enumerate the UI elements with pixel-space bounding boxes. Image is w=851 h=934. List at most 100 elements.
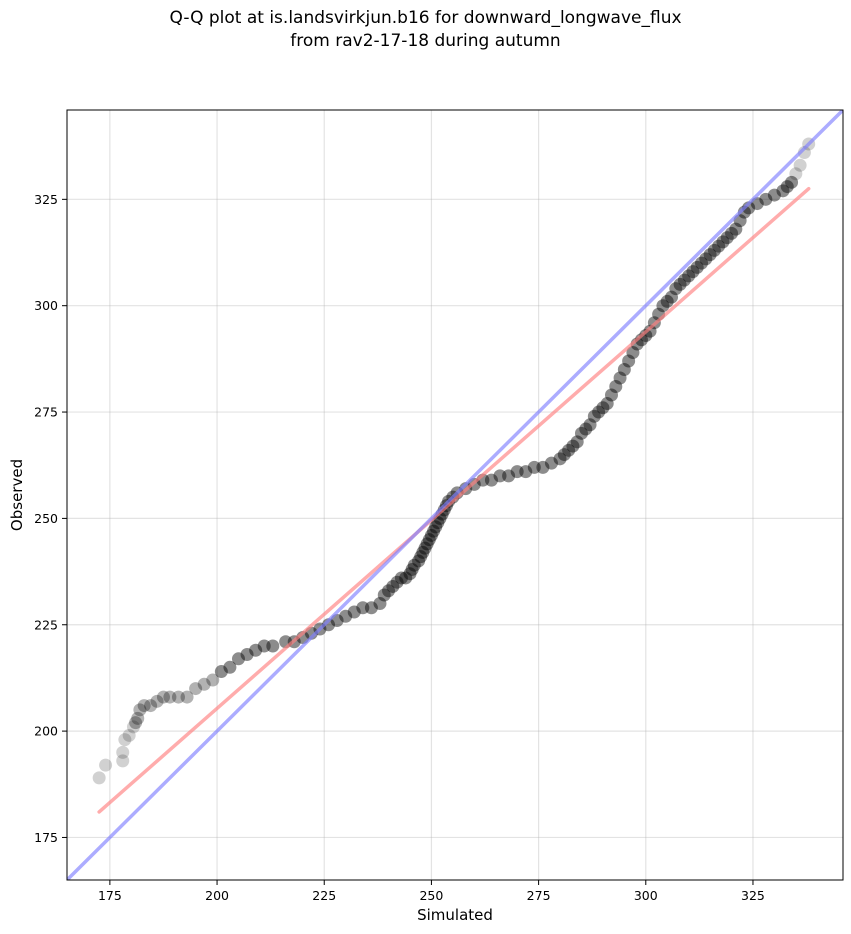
qq-point xyxy=(266,639,280,653)
qq-point xyxy=(137,699,151,713)
qq-point xyxy=(493,469,507,483)
qq-point xyxy=(600,397,614,411)
qq-point xyxy=(257,639,271,653)
x-tick-label: 275 xyxy=(527,888,551,903)
qq-point xyxy=(793,158,807,172)
chart-title-line-2: from rav2-17-18 during autumn xyxy=(290,31,561,51)
qq-point xyxy=(206,673,220,687)
reference-lines xyxy=(67,110,843,880)
qq-point xyxy=(703,248,717,262)
qq-point xyxy=(412,554,426,568)
qq-point xyxy=(422,533,436,547)
y-tick-label: 300 xyxy=(34,298,58,313)
qq-point xyxy=(390,575,404,589)
qq-point xyxy=(639,328,653,342)
qq-point xyxy=(604,388,618,402)
y-tick-label: 225 xyxy=(34,617,58,632)
qq-point xyxy=(382,584,396,598)
qq-point xyxy=(502,469,516,483)
qq-point xyxy=(377,588,391,602)
qq-point xyxy=(339,609,353,623)
qq-point xyxy=(144,699,158,713)
qq-point xyxy=(712,239,726,253)
qq-point xyxy=(394,571,408,585)
qq-point xyxy=(240,648,254,662)
plot-frame xyxy=(66,109,844,881)
x-axis-ticks: 175 200 225 250 275 300 325 xyxy=(98,880,765,903)
qq-point xyxy=(197,677,211,691)
qq-point xyxy=(214,665,228,679)
qq-point xyxy=(122,728,136,742)
qq-point xyxy=(156,690,170,704)
qq-point xyxy=(596,401,610,415)
qq-point xyxy=(416,545,430,559)
y-tick-label: 250 xyxy=(34,511,58,526)
qq-point xyxy=(665,290,679,304)
qq-point xyxy=(420,537,434,551)
qq-point xyxy=(776,184,790,198)
x-tick-label: 300 xyxy=(634,888,658,903)
qq-point xyxy=(669,282,683,296)
qq-point xyxy=(403,567,417,581)
qq-point xyxy=(519,465,533,479)
qq-point xyxy=(223,660,237,674)
qq-point xyxy=(574,426,588,440)
y-tick-label: 275 xyxy=(34,405,58,420)
qq-point xyxy=(347,605,361,619)
y-axis-ticks: 175 200 225 250 275 300 325 xyxy=(34,192,67,845)
qq-point xyxy=(716,235,730,249)
y-tick-label: 175 xyxy=(34,830,58,845)
chart-title-line-1: Q-Q plot at is.landsvirkjun.b16 for down… xyxy=(169,8,682,28)
identity-line xyxy=(67,110,843,880)
qq-point xyxy=(510,465,524,479)
qq-point xyxy=(587,409,601,423)
qq-point xyxy=(566,439,580,453)
qq-point xyxy=(562,443,576,457)
qq-point xyxy=(356,601,370,615)
qq-point xyxy=(677,273,691,287)
x-tick-label: 325 xyxy=(741,888,765,903)
qq-point xyxy=(163,690,177,704)
qq-point xyxy=(643,324,657,338)
qq-point xyxy=(484,473,498,487)
qq-point xyxy=(707,243,721,257)
qq-point xyxy=(725,226,739,240)
x-tick-label: 200 xyxy=(205,888,229,903)
qq-point xyxy=(557,448,571,462)
qq-point xyxy=(720,231,734,245)
qq-point xyxy=(780,180,794,194)
qq-point xyxy=(622,354,636,368)
qq-point xyxy=(427,524,441,538)
qq-point xyxy=(660,294,674,308)
qq-point xyxy=(386,579,400,593)
qq-point xyxy=(570,435,584,449)
qq-point xyxy=(759,192,773,206)
x-axis-label: Simulated xyxy=(417,906,493,924)
scatter-points xyxy=(92,137,816,785)
grid-lines xyxy=(67,110,843,880)
qq-point xyxy=(116,754,130,768)
y-axis-label: Observed xyxy=(8,459,26,531)
qq-point xyxy=(99,758,113,772)
x-tick-label: 225 xyxy=(312,888,336,903)
qq-point xyxy=(418,541,432,555)
qq-point xyxy=(527,460,541,474)
qq-point xyxy=(131,711,145,725)
qq-point xyxy=(767,188,781,202)
qq-point xyxy=(414,550,428,564)
qq-point xyxy=(249,643,263,657)
qq-point xyxy=(729,222,743,236)
qq-point xyxy=(553,452,567,466)
qq-point xyxy=(695,256,709,270)
qq-point xyxy=(150,694,164,708)
x-tick-label: 175 xyxy=(98,888,122,903)
qq-point xyxy=(785,175,799,189)
qq-point xyxy=(129,716,143,730)
qq-point xyxy=(579,422,593,436)
qq-point xyxy=(180,690,194,704)
qq-point xyxy=(536,460,550,474)
qq-point xyxy=(544,456,558,470)
qq-point xyxy=(92,771,106,785)
qq-point xyxy=(171,690,185,704)
qq-point xyxy=(686,265,700,279)
